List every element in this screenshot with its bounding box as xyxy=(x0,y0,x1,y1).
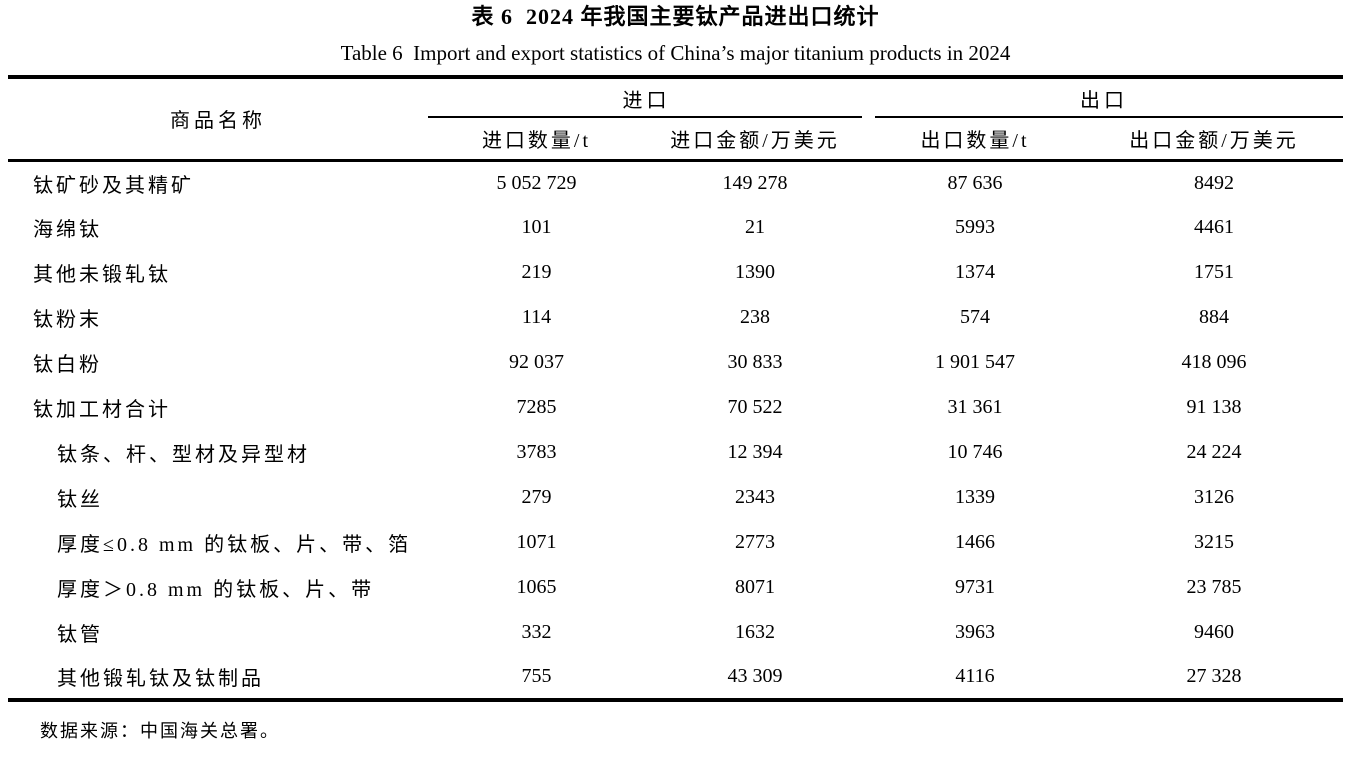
export-quantity-cell: 1 901 547 xyxy=(935,351,1015,373)
export-quantity-cell: 1339 xyxy=(955,486,995,508)
import-quantity-cell: 219 xyxy=(521,261,552,283)
subheader-export-amount: 出口金额/万美元 xyxy=(1085,118,1343,162)
import-amount-cell: 1390 xyxy=(735,261,775,283)
import-quantity-cell: 5 052 729 xyxy=(496,171,577,194)
import-amount-cell: 21 xyxy=(745,216,765,238)
column-header-product-name: 商品名称 xyxy=(8,77,428,162)
import-quantity-cell: 92 037 xyxy=(509,351,564,373)
import-quantity-cell: 114 xyxy=(521,306,552,328)
export-amount-cell: 884 xyxy=(1199,306,1229,328)
product-name-cell: 钛管 xyxy=(57,624,103,646)
product-name-cell: 海绵钛 xyxy=(33,219,102,241)
export-quantity-cell: 5993 xyxy=(955,216,995,238)
export-quantity-cell: 1466 xyxy=(955,531,995,553)
export-amount-cell: 23 785 xyxy=(1186,576,1242,598)
sub-header-row: 进口数量/t 进口金额/万美元 出口数量/t 出口金额/万美元 xyxy=(8,118,1343,162)
product-name-cell: 钛加工材合计 xyxy=(33,399,171,421)
subheader-import-amount: 进口金额/万美元 xyxy=(645,118,865,162)
export-amount-cell: 4461 xyxy=(1194,216,1234,238)
export-amount-cell: 9460 xyxy=(1194,621,1234,643)
import-amount-cell: 2773 xyxy=(735,531,775,553)
export-amount-cell: 3215 xyxy=(1194,531,1234,553)
table-row: 钛条、杆、型材及异型材 3783 12 394 10 746 24 224 xyxy=(8,430,1343,475)
export-quantity-cell: 9731 xyxy=(955,576,995,598)
table-row: 厚度＞0.8 mm 的钛板、片、带 1065 8071 9731 23 785 xyxy=(8,565,1343,610)
export-amount-cell: 24 224 xyxy=(1186,441,1242,463)
table-row: 其他锻轧钛及钛制品 755 43 309 4116 27 328 xyxy=(8,655,1343,700)
table-row: 钛丝 279 2343 1339 3126 xyxy=(8,475,1343,520)
import-amount-cell: 149 278 xyxy=(722,171,788,194)
export-amount-cell: 3126 xyxy=(1194,486,1234,508)
column-group-export: 出口 xyxy=(865,77,1343,118)
product-name-cell: 钛丝 xyxy=(57,489,103,511)
import-quantity-cell: 332 xyxy=(521,621,552,643)
import-quantity-cell: 755 xyxy=(521,665,552,687)
export-amount-cell: 27 328 xyxy=(1186,665,1242,687)
import-quantity-cell: 1065 xyxy=(516,576,557,598)
table-row: 钛矿砂及其精矿 5 052 729 149 278 87 636 8492 xyxy=(8,160,1343,205)
table-title-zh: 表 6 2024 年我国主要钛产品进出口统计 xyxy=(471,4,880,29)
table-title-en: Table 6 Import and export statistics of … xyxy=(340,41,1011,65)
subheader-import-quantity: 进口数量/t xyxy=(428,118,645,162)
subheader-export-quantity: 出口数量/t xyxy=(865,118,1085,162)
import-quantity-cell: 101 xyxy=(521,216,552,238)
export-amount-cell: 1751 xyxy=(1194,261,1234,283)
product-name-cell: 钛白粉 xyxy=(33,354,102,376)
product-name-cell: 其他未锻轧钛 xyxy=(33,264,171,286)
import-amount-cell: 30 833 xyxy=(727,351,783,373)
import-amount-cell: 70 522 xyxy=(727,396,783,418)
import-export-table: 商品名称 进口 出口 进口数量/t 进口金额/万美元 出口数量/t 出口金额/万… xyxy=(8,75,1343,702)
product-name-cell: 钛条、杆、型材及异型材 xyxy=(57,444,310,466)
table-row: 其他未锻轧钛 219 1390 1374 1751 xyxy=(8,250,1343,295)
import-quantity-cell: 3783 xyxy=(516,441,557,463)
import-quantity-cell: 279 xyxy=(521,486,552,508)
column-group-import: 进口 xyxy=(428,77,865,118)
table-row: 海绵钛 101 21 5993 4461 xyxy=(8,205,1343,250)
export-quantity-cell: 3963 xyxy=(955,621,995,643)
import-amount-cell: 238 xyxy=(740,306,770,328)
import-quantity-cell: 7285 xyxy=(516,396,557,418)
table-header: 商品名称 进口 出口 进口数量/t 进口金额/万美元 出口数量/t 出口金额/万… xyxy=(8,77,1343,162)
import-quantity-cell: 1071 xyxy=(516,531,557,553)
export-quantity-cell: 1374 xyxy=(955,261,995,283)
product-name-cell: 厚度＞0.8 mm 的钛板、片、带 xyxy=(57,579,375,601)
export-amount-cell: 91 138 xyxy=(1186,396,1242,418)
import-amount-cell: 1632 xyxy=(735,621,775,643)
data-source-note: 数据来源：中国海关总署。 xyxy=(40,721,280,741)
import-amount-cell: 2343 xyxy=(735,486,775,508)
export-quantity-cell: 4116 xyxy=(955,665,995,687)
table-row: 钛管 332 1632 3963 9460 xyxy=(8,610,1343,655)
product-name-cell: 厚度≤0.8 mm 的钛板、片、带、箔 xyxy=(57,534,412,556)
import-amount-cell: 12 394 xyxy=(727,441,783,463)
table-row: 钛加工材合计 7285 70 522 31 361 91 138 xyxy=(8,385,1343,430)
table-row: 钛粉末 114 238 574 884 xyxy=(8,295,1343,340)
group-header-row: 商品名称 进口 出口 xyxy=(8,77,1343,162)
export-amount-cell: 8492 xyxy=(1194,171,1234,194)
product-name-cell: 其他锻轧钛及钛制品 xyxy=(57,668,264,690)
export-quantity-cell: 10 746 xyxy=(947,441,1003,463)
export-quantity-cell: 31 361 xyxy=(947,396,1003,418)
table-body: 钛矿砂及其精矿 5 052 729 149 278 87 636 8492 海绵… xyxy=(8,160,1343,700)
product-name-cell: 钛粉末 xyxy=(33,309,102,331)
import-amount-cell: 8071 xyxy=(735,576,775,598)
export-quantity-cell: 87 636 xyxy=(947,171,1003,194)
table-row: 厚度≤0.8 mm 的钛板、片、带、箔 1071 2773 1466 3215 xyxy=(8,520,1343,565)
product-name-cell: 钛矿砂及其精矿 xyxy=(33,174,194,197)
export-quantity-cell: 574 xyxy=(960,306,990,328)
table-row: 钛白粉 92 037 30 833 1 901 547 418 096 xyxy=(8,340,1343,385)
import-amount-cell: 43 309 xyxy=(727,665,783,687)
export-amount-cell: 418 096 xyxy=(1181,351,1247,373)
